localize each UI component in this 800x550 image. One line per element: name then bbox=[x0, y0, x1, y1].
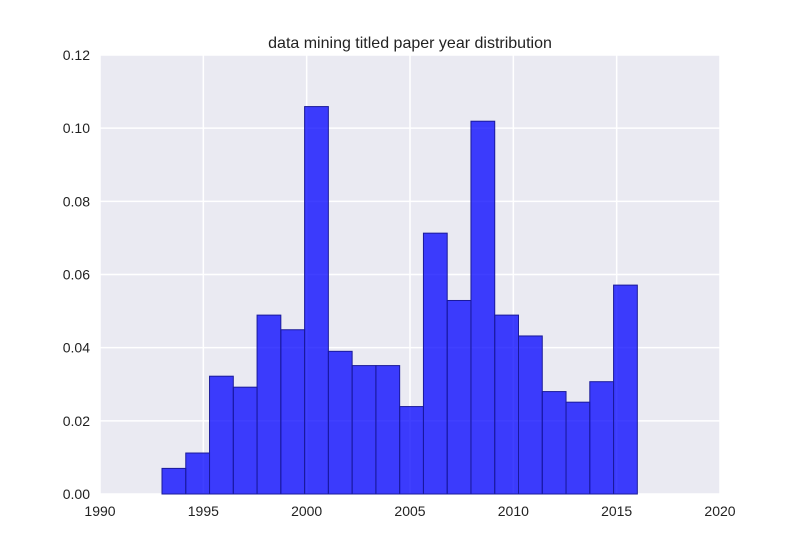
histogram-bar bbox=[280, 329, 306, 495]
x-tick-label: 2005 bbox=[394, 503, 425, 519]
histogram-bar bbox=[494, 314, 520, 495]
histogram-bar bbox=[327, 350, 353, 495]
histogram-bar bbox=[185, 452, 211, 495]
y-tick-label: 0.00 bbox=[63, 486, 90, 502]
bars bbox=[161, 106, 638, 495]
x-tick-label: 1995 bbox=[188, 503, 219, 519]
x-tick-label: 1990 bbox=[84, 503, 115, 519]
chart-title: data mining titled paper year distributi… bbox=[268, 35, 552, 52]
histogram-bar bbox=[209, 375, 234, 495]
x-tick-label: 2010 bbox=[498, 503, 529, 519]
histogram-bar bbox=[161, 467, 187, 495]
y-tick-label: 0.12 bbox=[63, 47, 90, 63]
y-tick-label: 0.10 bbox=[63, 120, 90, 136]
y-tick-label: 0.08 bbox=[63, 193, 90, 209]
histogram-bar bbox=[351, 365, 377, 495]
x-axis-ticks: 1990 1995 2000 2005 2010 2015 2020 bbox=[84, 503, 735, 519]
histogram-bar bbox=[446, 299, 472, 495]
y-tick-label: 0.02 bbox=[63, 413, 90, 429]
histogram-bar bbox=[589, 381, 615, 495]
x-tick-label: 2000 bbox=[291, 503, 322, 519]
histogram-bar bbox=[232, 386, 258, 495]
histogram-bar bbox=[375, 365, 401, 495]
x-tick-label: 2015 bbox=[601, 503, 632, 519]
x-tick-label: 2020 bbox=[704, 503, 735, 519]
y-tick-label: 0.04 bbox=[63, 340, 90, 356]
histogram-bar bbox=[304, 106, 329, 495]
histogram-bar bbox=[256, 314, 282, 495]
histogram-bar bbox=[518, 335, 543, 495]
histogram-bar bbox=[470, 120, 496, 495]
y-tick-label: 0.06 bbox=[63, 267, 90, 283]
histogram-bar bbox=[399, 406, 424, 495]
histogram-bar bbox=[565, 401, 591, 495]
y-axis-ticks: 0.00 0.02 0.04 0.06 0.08 0.10 0.12 bbox=[63, 47, 90, 502]
histogram-bar bbox=[422, 232, 448, 495]
histogram-bar bbox=[541, 391, 567, 495]
histogram-bar bbox=[613, 284, 638, 495]
